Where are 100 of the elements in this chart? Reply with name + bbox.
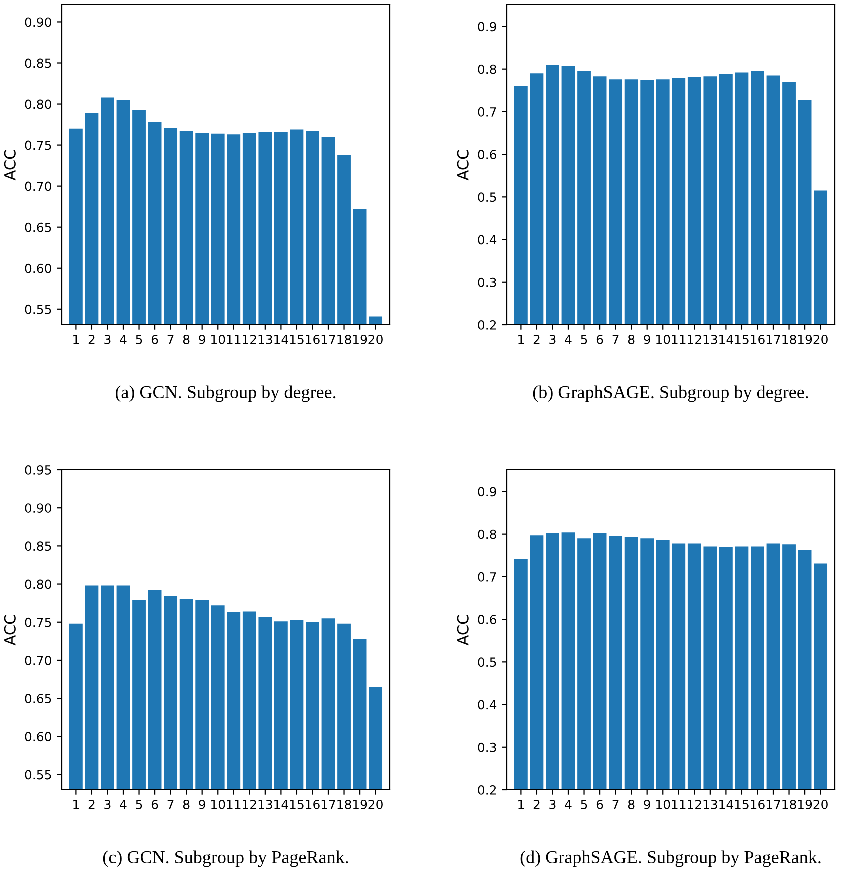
- y-tick-label: 0.9: [478, 487, 496, 497]
- text: (b) GraphSAGE. Subgroup by degree.: [533, 386, 808, 402]
- y-tick-label: 0.65: [25, 694, 52, 704]
- y-axis-title: ACC: [457, 615, 469, 646]
- x-tick-label: 3: [550, 800, 556, 810]
- y-tick-label: 0.3: [478, 278, 496, 288]
- x-tick-label: 4: [120, 335, 127, 344]
- x-tick-label: 12: [243, 334, 256, 344]
- x-tick-label: 11: [227, 335, 241, 344]
- x-tick-label: 2: [534, 334, 540, 344]
- y-tick-label: 0.8: [478, 64, 496, 74]
- x-tick-label: 1: [74, 335, 80, 344]
- y-tick-label: 0.5: [478, 658, 496, 668]
- x-tick-label: 10: [656, 334, 670, 344]
- x-tick-label: 10: [212, 334, 226, 344]
- x-tick-label: 15: [735, 335, 749, 344]
- x-tick-label: 1: [518, 335, 524, 344]
- y-tick-label: 0.70: [25, 656, 52, 666]
- y-tick-label: 0.7: [478, 107, 496, 117]
- x-tick-label: 6: [152, 800, 158, 810]
- x-tick-label: 6: [596, 800, 604, 810]
- y-tick-label: 0.6: [478, 150, 496, 160]
- y-tick-label: 0.90: [25, 18, 52, 28]
- y-tick-label: 0.55: [25, 770, 52, 780]
- y-tick-label: 0.75: [25, 140, 52, 150]
- x-tick-label: 7: [612, 800, 619, 810]
- x-tick-label: 13: [704, 800, 718, 810]
- x-tick-label: 7: [612, 335, 619, 344]
- x-tick-label: 5: [581, 800, 588, 810]
- x-tick-label: 20: [814, 334, 828, 344]
- y-axis-title: ACC: [4, 150, 16, 181]
- y-tick-label: 0.6: [478, 615, 496, 624]
- x-tick-label: 13: [258, 334, 272, 344]
- x-tick-label: 14: [274, 335, 288, 344]
- x-tick-label: 18: [782, 800, 796, 810]
- y-tick-label: 0.60: [25, 732, 52, 742]
- x-tick-label: 17: [766, 335, 780, 344]
- y-tick-label: 0.2: [478, 785, 496, 795]
- x-tick-label: 12: [688, 800, 702, 810]
- x-tick-label: 18: [338, 800, 352, 810]
- y-tick-label: 0.70: [25, 182, 52, 192]
- x-tick-label: 11: [227, 800, 241, 810]
- y-tick-label: 0.80: [25, 580, 52, 590]
- x-tick-label: 13: [258, 800, 272, 810]
- x-tick-label: 5: [136, 800, 142, 810]
- x-tick-label: 8: [183, 334, 190, 344]
- x-tick-label: 19: [798, 800, 812, 810]
- x-tick-label: 9: [199, 800, 206, 810]
- x-tick-label: 18: [782, 334, 796, 344]
- x-tick-label: 3: [104, 800, 111, 810]
- y-tick-label: 0.90: [25, 504, 52, 514]
- y-tick-label: 0.8: [478, 530, 496, 540]
- text: (a) GCN. Subgroup by degree.: [116, 386, 336, 402]
- y-tick-label: 0.85: [25, 542, 52, 552]
- x-tick-label: 16: [306, 334, 320, 344]
- x-tick-label: 16: [306, 800, 320, 810]
- y-tick-label: 0.5: [478, 192, 496, 202]
- x-tick-label: 2: [88, 800, 95, 810]
- x-tick-label: 17: [322, 800, 336, 810]
- x-tick-label: 20: [368, 334, 383, 344]
- x-tick-label: 5: [136, 335, 142, 344]
- x-tick-label: 9: [199, 334, 206, 344]
- x-tick-label: 8: [183, 800, 190, 810]
- x-tick-label: 13: [704, 334, 718, 344]
- x-tick-label: 12: [243, 800, 256, 810]
- text: (c) GCN. Subgroup by PageRank.: [103, 850, 348, 868]
- x-tick-label: 14: [720, 800, 734, 810]
- x-tick-label: 6: [596, 334, 604, 344]
- x-tick-label: 4: [565, 800, 572, 810]
- x-tick-label: 15: [290, 800, 304, 810]
- y-tick-label: 0.9: [478, 22, 496, 32]
- x-tick-label: 4: [120, 800, 127, 810]
- x-tick-label: 7: [168, 335, 174, 344]
- x-tick-label: 9: [644, 800, 650, 810]
- x-tick-label: 8: [628, 800, 635, 810]
- x-tick-label: 19: [353, 334, 368, 344]
- x-tick-label: 3: [550, 334, 556, 344]
- x-tick-label: 11: [672, 800, 686, 810]
- y-tick-label: 0.7: [478, 572, 496, 582]
- x-tick-label: 2: [88, 334, 95, 344]
- x-tick-label: 16: [751, 800, 765, 810]
- x-tick-label: 1: [518, 800, 524, 810]
- y-tick-label: 0.85: [25, 58, 52, 68]
- y-axis-title: ACC: [4, 615, 16, 646]
- y-tick-label: 0.95: [25, 465, 52, 475]
- y-tick-label: 0.75: [25, 618, 52, 628]
- x-tick-label: 18: [338, 334, 352, 344]
- y-tick-label: 0.4: [478, 700, 497, 710]
- x-tick-label: 17: [322, 335, 336, 344]
- y-axis-title: ACC: [457, 150, 469, 181]
- x-tick-label: 10: [212, 800, 226, 810]
- y-tick-label: 0.2: [478, 320, 496, 330]
- x-tick-label: 5: [581, 335, 588, 344]
- x-tick-label: 4: [565, 335, 572, 344]
- x-tick-label: 19: [353, 800, 368, 810]
- x-tick-label: 15: [735, 800, 749, 810]
- y-tick-label: 0.60: [25, 264, 52, 274]
- x-tick-label: 7: [168, 800, 174, 810]
- x-tick-label: 14: [720, 335, 734, 344]
- x-tick-label: 1: [74, 800, 80, 810]
